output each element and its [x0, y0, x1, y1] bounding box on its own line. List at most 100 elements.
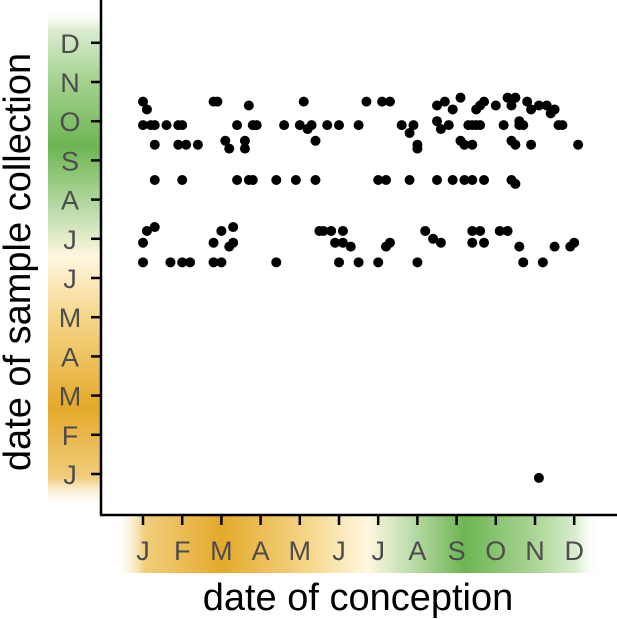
- data-point: [310, 175, 321, 185]
- y-tick-label: F: [62, 421, 79, 451]
- y-tick-label: J: [63, 264, 77, 294]
- data-point: [141, 225, 152, 236]
- data-point: [506, 100, 517, 111]
- data-point: [506, 175, 517, 185]
- data-point: [573, 139, 584, 150]
- data-point: [212, 96, 223, 107]
- data-point: [526, 104, 537, 115]
- data-point: [467, 225, 478, 236]
- data-point: [290, 175, 301, 185]
- data-point: [533, 472, 544, 483]
- data-point: [334, 257, 344, 268]
- data-point: [141, 104, 152, 115]
- data-point: [428, 233, 439, 244]
- data-point: [381, 175, 392, 185]
- data-point: [384, 96, 395, 107]
- data-point: [396, 120, 407, 131]
- data-point: [447, 104, 458, 115]
- data-point: [345, 241, 356, 252]
- data-point: [537, 257, 548, 268]
- data-point: [490, 100, 501, 111]
- data-point: [161, 120, 172, 131]
- data-point: [298, 96, 309, 107]
- data-point: [192, 139, 203, 150]
- data-point: [353, 120, 364, 131]
- x-axis-title: date of conception: [203, 577, 514, 619]
- data-point: [565, 241, 576, 252]
- data-point: [279, 120, 290, 131]
- data-point: [177, 175, 188, 185]
- y-axis-season-band: [48, 6, 102, 508]
- data-point: [404, 127, 415, 138]
- data-point: [224, 241, 235, 252]
- data-point: [514, 120, 525, 131]
- data-point: [435, 237, 446, 248]
- y-tick-label: D: [60, 29, 80, 59]
- x-tick-label: A: [252, 536, 270, 566]
- data-point: [502, 92, 513, 103]
- data-point: [455, 92, 466, 103]
- data-point: [373, 175, 384, 185]
- data-point: [224, 143, 235, 154]
- data-point: [533, 100, 544, 111]
- data-point: [514, 241, 525, 252]
- x-tick-label: M: [210, 536, 233, 566]
- data-point: [545, 108, 556, 119]
- data-point: [541, 100, 552, 111]
- x-tick-label: M: [289, 536, 312, 566]
- y-tick-label: M: [59, 303, 82, 333]
- data-point: [185, 257, 196, 268]
- data-point: [557, 120, 568, 131]
- data-point: [220, 135, 231, 146]
- data-point: [271, 175, 282, 185]
- data-point: [471, 120, 482, 131]
- data-point: [443, 120, 454, 131]
- data-point: [208, 237, 219, 248]
- data-point: [271, 257, 282, 268]
- data-point: [232, 120, 243, 131]
- data-point: [479, 237, 490, 248]
- data-point: [177, 120, 188, 131]
- data-point: [334, 120, 344, 131]
- x-tick-label: J: [332, 536, 346, 566]
- data-point: [181, 139, 192, 150]
- data-point: [467, 139, 478, 150]
- data-point: [432, 116, 442, 127]
- data-point: [494, 225, 505, 236]
- data-point: [239, 135, 250, 146]
- data-point: [373, 257, 384, 268]
- data-point: [216, 225, 227, 236]
- data-point: [475, 225, 486, 236]
- data-point: [439, 96, 450, 107]
- data-point: [243, 100, 254, 111]
- data-point: [463, 120, 474, 131]
- data-point: [228, 222, 239, 233]
- data-point: [361, 96, 372, 107]
- data-point: [247, 120, 258, 131]
- y-tick-label: J: [63, 225, 77, 255]
- y-tick-label: N: [60, 68, 80, 98]
- data-point: [149, 120, 160, 131]
- data-points: [138, 92, 584, 483]
- data-point: [467, 237, 478, 248]
- x-tick-label: O: [485, 536, 506, 566]
- y-tick-label: S: [61, 146, 79, 176]
- data-point: [432, 175, 442, 185]
- data-point: [447, 175, 458, 185]
- data-point: [337, 225, 348, 236]
- data-point: [232, 175, 243, 185]
- data-point: [318, 225, 329, 236]
- x-axis-season-band: [115, 515, 600, 573]
- y-tick-label: J: [63, 460, 77, 490]
- y-tick-label: A: [61, 186, 79, 216]
- data-point: [149, 222, 160, 233]
- data-point: [412, 257, 423, 268]
- data-point: [177, 257, 188, 268]
- data-point: [455, 135, 466, 146]
- data-point: [377, 96, 388, 107]
- data-point: [149, 175, 160, 185]
- x-tick-label: A: [408, 536, 426, 566]
- data-point: [310, 135, 321, 146]
